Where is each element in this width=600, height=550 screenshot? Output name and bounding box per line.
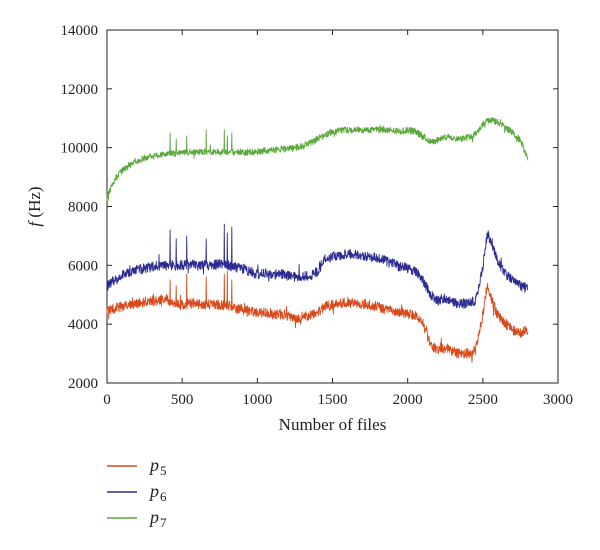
y-axis-label-symbol: f: [25, 220, 44, 227]
y-tick-label: 14000: [61, 23, 99, 39]
legend-label-p7: p7: [148, 507, 167, 530]
x-tick-label: 0: [103, 392, 111, 408]
x-tick-label: 500: [171, 392, 194, 408]
legend-label-p6: p6: [148, 481, 167, 504]
y-tick-label: 2000: [68, 376, 98, 392]
y-axis-label: f (Hz): [25, 186, 44, 226]
y-tick-label: 12000: [61, 82, 99, 98]
legend-label-p5: p5: [148, 455, 167, 478]
y-tick-label: 8000: [68, 200, 98, 216]
legend: p5 p6 p7: [107, 455, 167, 530]
series-line-p6: [106, 223, 529, 309]
x-tick-label: 3000: [543, 392, 573, 408]
series-layer: [106, 117, 529, 363]
y-axis-label-unit: (Hz): [25, 186, 44, 221]
y-tick-label: 4000: [68, 317, 98, 333]
x-tick-label: 1000: [242, 392, 272, 408]
axis-ticks: 0 500 1000 1500 2000 2500 3000 2000 4000 6000 8000…: [61, 23, 574, 408]
series-line-p7: [106, 117, 529, 201]
series-line-p5: [106, 270, 529, 363]
plot-frame: [106, 29, 559, 384]
y-tick-label: 10000: [61, 141, 99, 157]
y-tick-label: 6000: [68, 258, 98, 274]
x-axis-label: Number of files: [279, 415, 387, 434]
x-tick-label: 2000: [393, 392, 423, 408]
x-tick-label: 2500: [468, 392, 498, 408]
x-tick-label: 1500: [318, 392, 348, 408]
